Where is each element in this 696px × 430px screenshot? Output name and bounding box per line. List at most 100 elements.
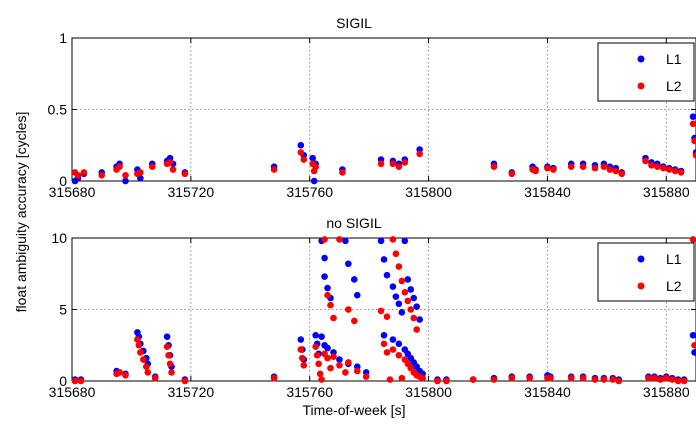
x-tick-label: 315680 <box>49 384 96 400</box>
data-point-l2 <box>336 361 343 369</box>
data-point-l2 <box>654 163 661 170</box>
data-point-l2 <box>651 374 658 382</box>
panel-title: SIGIL <box>336 15 372 31</box>
data-point-l1 <box>321 273 328 280</box>
data-point-l2 <box>377 307 385 315</box>
legend-marker-l1 <box>637 55 645 63</box>
x-tick-label: 315720 <box>167 384 214 400</box>
data-point-l1 <box>318 333 325 340</box>
data-point-l2 <box>270 374 278 382</box>
data-point-l2 <box>648 161 655 169</box>
x-tick-label: 315680 <box>49 184 96 200</box>
markers-group <box>72 236 696 385</box>
data-point-l2 <box>660 164 667 172</box>
data-point-l2 <box>544 164 551 172</box>
data-point-l2 <box>135 341 143 349</box>
data-point-l2 <box>166 360 174 368</box>
x-tick-label: 315800 <box>405 384 452 400</box>
data-point-l2 <box>297 346 305 353</box>
data-point-l2 <box>362 373 370 381</box>
data-point-l2 <box>395 351 403 359</box>
data-point-l2 <box>591 164 599 172</box>
data-point-l2 <box>98 171 106 179</box>
data-point-l2 <box>642 157 649 165</box>
data-point-l2 <box>490 376 498 383</box>
panels: 315680 315720 315760 315800 315840 315880 0 0.5… <box>48 15 696 418</box>
data-point-l2 <box>532 167 539 175</box>
data-point-l2 <box>612 167 620 175</box>
data-point-l1 <box>395 340 403 348</box>
data-point-l2 <box>526 374 533 382</box>
x-tick-label: 315880 <box>643 184 690 200</box>
series-l2 <box>72 236 696 385</box>
data-point-l1 <box>416 316 423 323</box>
data-point-l2 <box>668 376 676 383</box>
data-point-l2 <box>350 317 358 325</box>
data-point-l2 <box>413 326 420 333</box>
legend-box <box>597 242 695 302</box>
data-point-l1 <box>404 276 412 283</box>
data-point-l2 <box>579 163 587 170</box>
data-point-l2 <box>142 363 150 371</box>
data-point-l2 <box>318 376 325 383</box>
data-point-l2 <box>389 160 397 168</box>
data-point-l2 <box>72 377 79 385</box>
data-point-l2 <box>395 163 403 170</box>
legend-marker-l2 <box>637 82 645 90</box>
data-point-l2 <box>386 376 394 383</box>
panel-title: no SIGIL <box>326 215 381 231</box>
x-tick-label: 315840 <box>524 184 571 200</box>
data-point-l1 <box>401 237 409 245</box>
x-tick-label: 315760 <box>286 384 333 400</box>
data-point-l2 <box>137 349 144 356</box>
x-tick-label: 315840 <box>524 384 571 400</box>
data-point-l2 <box>116 369 123 376</box>
data-point-l2 <box>401 289 409 296</box>
data-point-l2 <box>166 159 174 166</box>
data-point-l2 <box>148 163 156 170</box>
data-point-l2 <box>490 163 498 170</box>
data-point-l2 <box>547 374 554 382</box>
data-point-l2 <box>389 236 397 243</box>
y-tick-label: 0.5 <box>48 102 68 118</box>
data-point-l2 <box>600 163 608 170</box>
data-point-l1 <box>324 284 331 292</box>
data-point-l2 <box>327 364 334 372</box>
data-point-l2 <box>181 377 189 385</box>
data-point-l2 <box>324 354 331 362</box>
data-point-l1 <box>336 356 343 363</box>
data-point-l1 <box>395 300 403 308</box>
data-point-l2 <box>407 306 415 313</box>
data-point-l2 <box>662 374 670 382</box>
legend-label-l2: L2 <box>666 78 682 94</box>
data-point-l2 <box>645 374 652 382</box>
data-point-l2 <box>163 343 171 350</box>
data-point-l2 <box>677 169 685 176</box>
data-point-l1 <box>413 303 420 310</box>
data-point-l1 <box>297 141 305 149</box>
data-point-l1 <box>389 336 397 343</box>
data-point-l2 <box>434 377 441 385</box>
data-point-l1 <box>324 344 331 352</box>
shared-y-axis-label: float ambiguity accuracy [cycles] <box>13 112 29 313</box>
data-point-l1 <box>310 177 318 185</box>
data-point-l1 <box>321 254 328 262</box>
legend-marker-l2 <box>637 282 645 290</box>
data-point-l2 <box>140 356 147 363</box>
data-point-l2 <box>297 149 305 156</box>
data-point-l2 <box>330 353 337 360</box>
data-point-l2 <box>77 377 85 385</box>
data-point-l2 <box>144 369 152 376</box>
markers-group <box>72 113 696 185</box>
data-point-l2 <box>398 277 406 285</box>
data-point-l2 <box>600 376 608 383</box>
data-point-l2 <box>298 354 306 362</box>
data-point-l2 <box>80 169 88 176</box>
data-point-l2 <box>469 376 477 383</box>
data-point-l2 <box>327 301 334 309</box>
data-point-l2 <box>618 170 626 178</box>
data-point-l2 <box>270 166 278 173</box>
data-point-l2 <box>300 361 308 369</box>
data-point-l2 <box>312 163 319 170</box>
data-point-l2 <box>181 170 189 178</box>
